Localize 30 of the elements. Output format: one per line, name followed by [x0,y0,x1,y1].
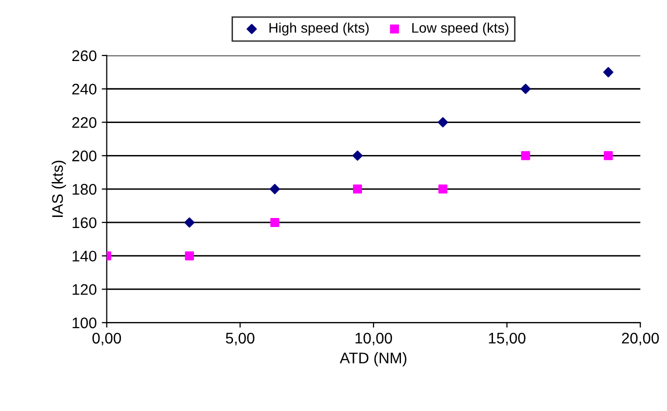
x-tick-label: 10,00 [356,332,392,346]
y-tick-label: 160 [72,217,96,228]
point [184,217,195,228]
point [270,184,280,194]
y-tick-label: 200 [72,150,96,162]
point [438,184,448,194]
x-tick-label: 15,00 [488,332,526,346]
y-axis-title: IAS (kts) [52,160,66,217]
point [352,150,363,161]
x-tick-label: 20,00 [622,332,659,346]
y-tick-label: 240 [72,84,96,95]
y-tick-label: 220 [72,117,96,128]
legend-label: High speed (kts) [270,22,369,36]
y-tick-label: 180 [72,184,96,195]
point [604,151,613,160]
point [353,184,362,194]
point [184,251,194,260]
point [438,117,448,128]
y-tick-label: 120 [72,284,96,295]
y-tick-label: 100 [72,318,96,328]
x-tick-label: 0,00 [92,332,121,346]
x-axis-title: ATD (NM) [340,352,406,366]
point [520,84,531,94]
point [270,218,280,227]
x-tick-label: 5,00 [226,332,254,346]
point [603,67,614,78]
point [521,151,530,160]
y-tick-label: 140 [72,250,96,262]
legend-label: Low speed (kts) [412,22,508,36]
y-tick-label: 260 [72,50,96,62]
